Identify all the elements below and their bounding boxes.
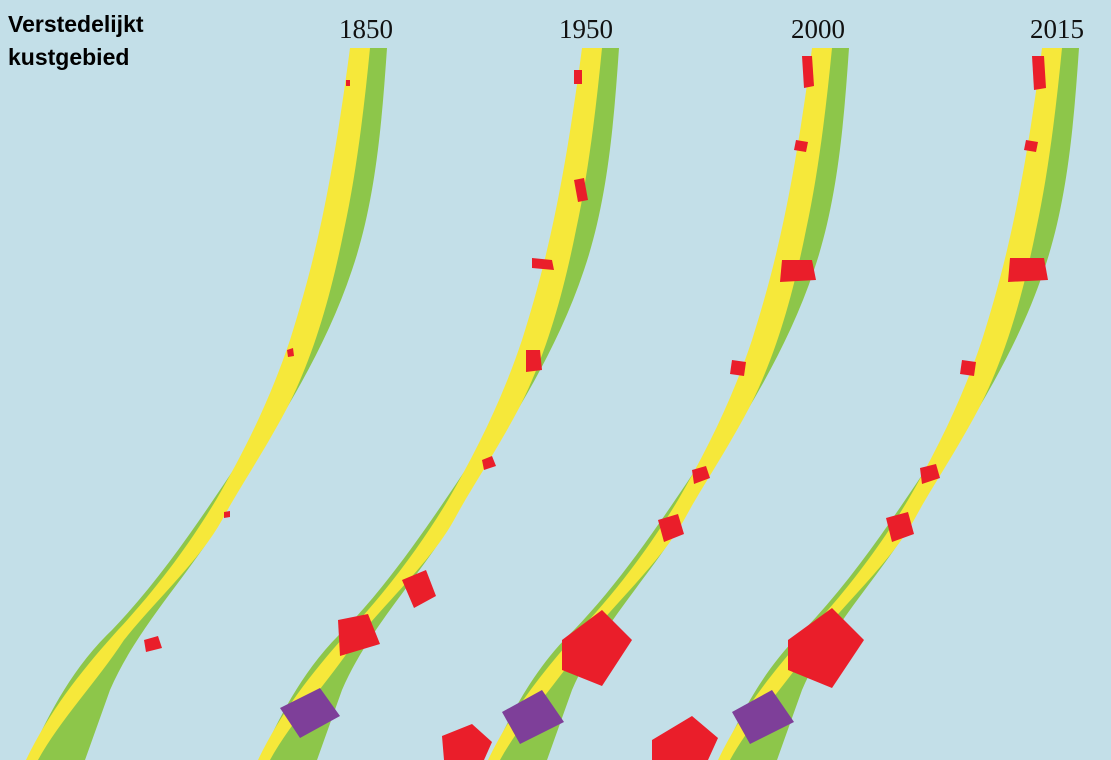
urban-area <box>532 258 554 270</box>
urban-area <box>287 348 294 357</box>
year-label-2000: 2000 <box>791 14 845 44</box>
urban-area <box>482 456 496 470</box>
urban-area <box>1008 258 1048 282</box>
industrial-area <box>280 688 340 738</box>
year-label-1950: 1950 <box>559 14 613 44</box>
map-panel-1850 <box>26 48 387 760</box>
industrial-area <box>732 690 794 744</box>
title-line-2: kustgebied <box>8 44 130 70</box>
urban-area <box>574 178 588 202</box>
urban-area <box>1032 56 1046 90</box>
urban-area <box>780 260 816 282</box>
urban-area <box>960 360 976 376</box>
urban-area <box>920 464 940 484</box>
urban-area <box>788 608 864 688</box>
urban-area <box>1024 140 1038 152</box>
industrial-area <box>502 690 564 744</box>
harbour-urban-area <box>652 716 718 760</box>
map-panel-2000 <box>442 48 849 760</box>
map-panel-2015 <box>652 48 1079 760</box>
map-panel-1950 <box>258 48 619 760</box>
urban-area <box>526 350 542 372</box>
urban-area <box>346 80 350 86</box>
urban-area <box>886 512 914 542</box>
urban-area <box>338 614 380 656</box>
title-line-1: Verstedelijkt <box>8 11 144 37</box>
urban-area <box>692 466 710 484</box>
urban-area <box>224 511 230 518</box>
urban-area <box>574 70 582 84</box>
harbour-urban-area <box>442 724 492 760</box>
map-title: Verstedelijkt kustgebied <box>8 8 144 74</box>
urban-area <box>730 360 746 376</box>
urban-area <box>658 514 684 542</box>
urban-area <box>144 636 162 652</box>
year-label-2015: 2015 <box>1030 14 1084 44</box>
urban-area <box>402 570 436 608</box>
urban-area <box>802 56 814 88</box>
year-label-1850: 1850 <box>339 14 393 44</box>
urban-area <box>794 140 808 152</box>
urban-area <box>562 610 632 686</box>
